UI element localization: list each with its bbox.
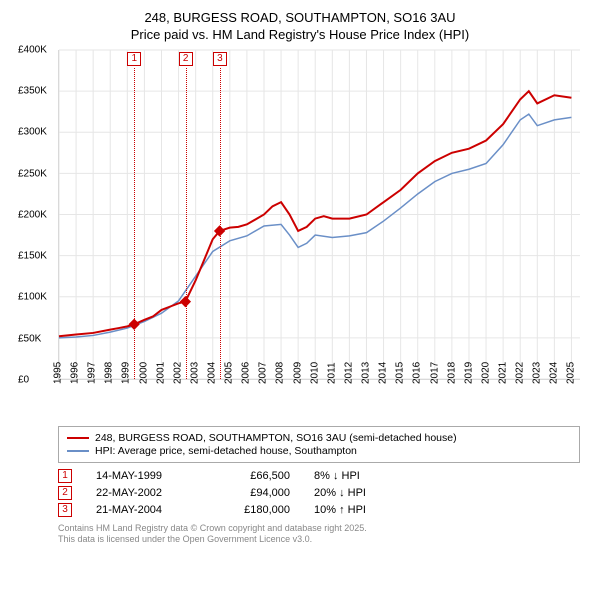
- x-tick-label: 2002: [172, 362, 183, 384]
- x-tick-label: 2020: [480, 362, 491, 384]
- event-table: 1 14-MAY-1999 £66,500 8% ↓ HPI 2 22-MAY-2002 £…: [58, 469, 580, 517]
- footer-text: Contains HM Land Registry data © Crown c…: [58, 523, 580, 546]
- legend-swatch-1: [67, 437, 89, 439]
- event-line-1: [134, 68, 135, 379]
- x-tick-label: 2009: [292, 362, 303, 384]
- event-price: £66,500: [220, 470, 290, 482]
- event-date: 14-MAY-1999: [96, 470, 196, 482]
- event-date: 22-MAY-2002: [96, 487, 196, 499]
- legend-row-1: 248, BURGESS ROAD, SOUTHAMPTON, SO16 3AU…: [67, 432, 571, 444]
- x-tick-label: 1995: [53, 362, 64, 384]
- event-date: 21-MAY-2004: [96, 504, 196, 516]
- event-row-1: 1 14-MAY-1999 £66,500 8% ↓ HPI: [58, 469, 580, 483]
- legend-label-2: HPI: Average price, semi-detached house,…: [95, 445, 357, 457]
- x-tick-label: 2024: [549, 362, 560, 384]
- x-tick-label: 2017: [429, 362, 440, 384]
- event-row-box: 2: [58, 486, 72, 500]
- event-row-2: 2 22-MAY-2002 £94,000 20% ↓ HPI: [58, 486, 580, 500]
- x-tick-label: 2019: [463, 362, 474, 384]
- legend-swatch-2: [67, 450, 89, 452]
- title-line2: Price paid vs. HM Land Registry's House …: [10, 27, 590, 44]
- legend-row-2: HPI: Average price, semi-detached house,…: [67, 445, 571, 457]
- x-tick-label: 2021: [497, 362, 508, 384]
- x-tick-label: 2001: [155, 362, 166, 384]
- x-tick-label: 2022: [515, 362, 526, 384]
- x-tick-label: 2013: [361, 362, 372, 384]
- chart-area: 123 £0£50K£100K£150K£200K£250K£300K£350K…: [20, 50, 580, 380]
- x-tick-label: 2007: [258, 362, 269, 384]
- x-tick-label: 1997: [87, 362, 98, 384]
- event-row-box: 3: [58, 503, 72, 517]
- event-line-2: [186, 68, 187, 379]
- x-tick-label: 1996: [70, 362, 81, 384]
- event-marker-3: 3: [213, 52, 227, 66]
- x-tick-label: 2023: [532, 362, 543, 384]
- x-tick-label: 1999: [121, 362, 132, 384]
- x-tick-label: 2005: [224, 362, 235, 384]
- x-tick-label: 2004: [207, 362, 218, 384]
- event-pct: 10% ↑ HPI: [314, 504, 366, 516]
- event-pct: 20% ↓ HPI: [314, 487, 366, 499]
- x-tick-label: 2011: [326, 362, 337, 384]
- x-tick-label: 2003: [189, 362, 200, 384]
- x-tick-label: 1998: [104, 362, 115, 384]
- x-tick-label: 2008: [275, 362, 286, 384]
- x-tick-label: 2012: [343, 362, 354, 384]
- event-pct: 8% ↓ HPI: [314, 470, 360, 482]
- event-price: £94,000: [220, 487, 290, 499]
- footer-line1: Contains HM Land Registry data © Crown c…: [58, 523, 580, 535]
- legend-label-1: 248, BURGESS ROAD, SOUTHAMPTON, SO16 3AU…: [95, 432, 457, 444]
- x-tick-label: 2000: [138, 362, 149, 384]
- x-tick-label: 2018: [446, 362, 457, 384]
- x-tick-label: 2015: [395, 362, 406, 384]
- x-tick-label: 2016: [412, 362, 423, 384]
- plot-region: 1 2 3: [58, 50, 580, 380]
- chart-title: 248, BURGESS ROAD, SOUTHAMPTON, SO16 3AU…: [10, 10, 590, 44]
- event-row-box: 1: [58, 469, 72, 483]
- event-line-3: [220, 68, 221, 379]
- x-tick-label: 2006: [241, 362, 252, 384]
- event-marker-2: 2: [179, 52, 193, 66]
- event-row-3: 3 21-MAY-2004 £180,000 10% ↑ HPI: [58, 503, 580, 517]
- x-tick-label: 2010: [309, 362, 320, 384]
- chart-svg: [59, 50, 580, 379]
- x-tick-label: 2025: [566, 362, 577, 384]
- footer-line2: This data is licensed under the Open Gov…: [58, 534, 580, 546]
- event-marker-1: 1: [127, 52, 141, 66]
- legend-box: 248, BURGESS ROAD, SOUTHAMPTON, SO16 3AU…: [58, 426, 580, 463]
- title-line1: 248, BURGESS ROAD, SOUTHAMPTON, SO16 3AU: [10, 10, 590, 27]
- x-tick-label: 2014: [378, 362, 389, 384]
- event-price: £180,000: [220, 504, 290, 516]
